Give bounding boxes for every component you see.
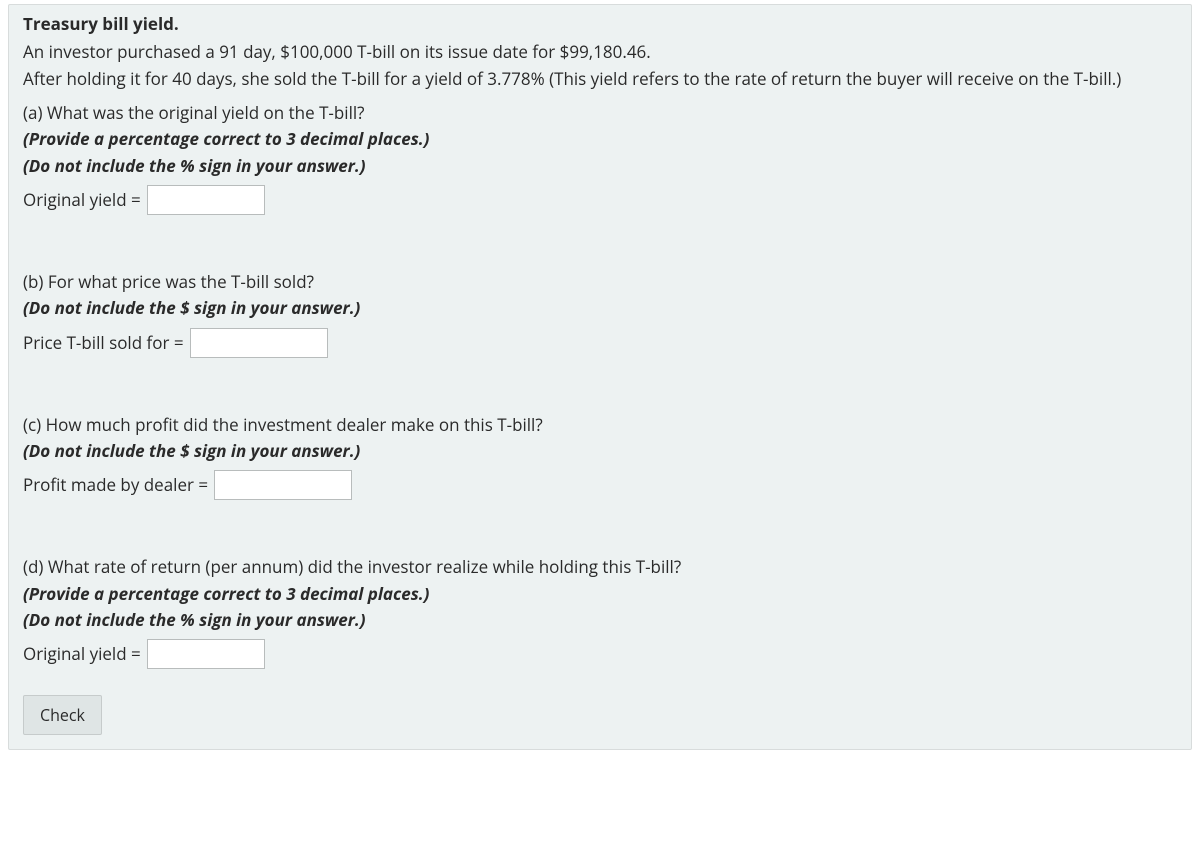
question-title: Treasury bill yield. [23, 11, 1177, 37]
part-c: (c) How much profit did the investment d… [23, 412, 1177, 501]
part-b-question: (b) For what price was the T-bill sold? [23, 269, 1177, 295]
part-c-question: (c) How much profit did the investment d… [23, 412, 1177, 438]
part-d-instruction-2: (Do not include the % sign in your answe… [23, 607, 1177, 633]
part-a-question: (a) What was the original yield on the T… [23, 100, 1177, 126]
part-a: (a) What was the original yield on the T… [23, 100, 1177, 215]
part-c-instruction-1: (Do not include the $ sign in your answe… [23, 438, 1177, 464]
part-c-input[interactable] [214, 470, 352, 500]
part-d-input[interactable] [147, 639, 265, 669]
part-c-label: Profit made by dealer = [23, 472, 208, 498]
question-panel: Treasury bill yield. An investor purchas… [8, 4, 1192, 750]
part-d: (d) What rate of return (per annum) did … [23, 554, 1177, 669]
part-d-label: Original yield = [23, 641, 141, 667]
question-intro: An investor purchased a 91 day, $100,000… [23, 39, 1177, 92]
part-b-input[interactable] [190, 328, 328, 358]
part-b: (b) For what price was the T-bill sold? … [23, 269, 1177, 358]
part-a-instruction-1: (Provide a percentage correct to 3 decim… [23, 126, 1177, 152]
check-button[interactable]: Check [23, 695, 102, 735]
part-b-label: Price T-bill sold for = [23, 330, 184, 356]
part-a-instruction-2: (Do not include the % sign in your answe… [23, 153, 1177, 179]
part-b-instruction-1: (Do not include the $ sign in your answe… [23, 295, 1177, 321]
part-a-input[interactable] [147, 185, 265, 215]
part-d-instruction-1: (Provide a percentage correct to 3 decim… [23, 581, 1177, 607]
part-d-question: (d) What rate of return (per annum) did … [23, 554, 1177, 580]
part-a-label: Original yield = [23, 187, 141, 213]
